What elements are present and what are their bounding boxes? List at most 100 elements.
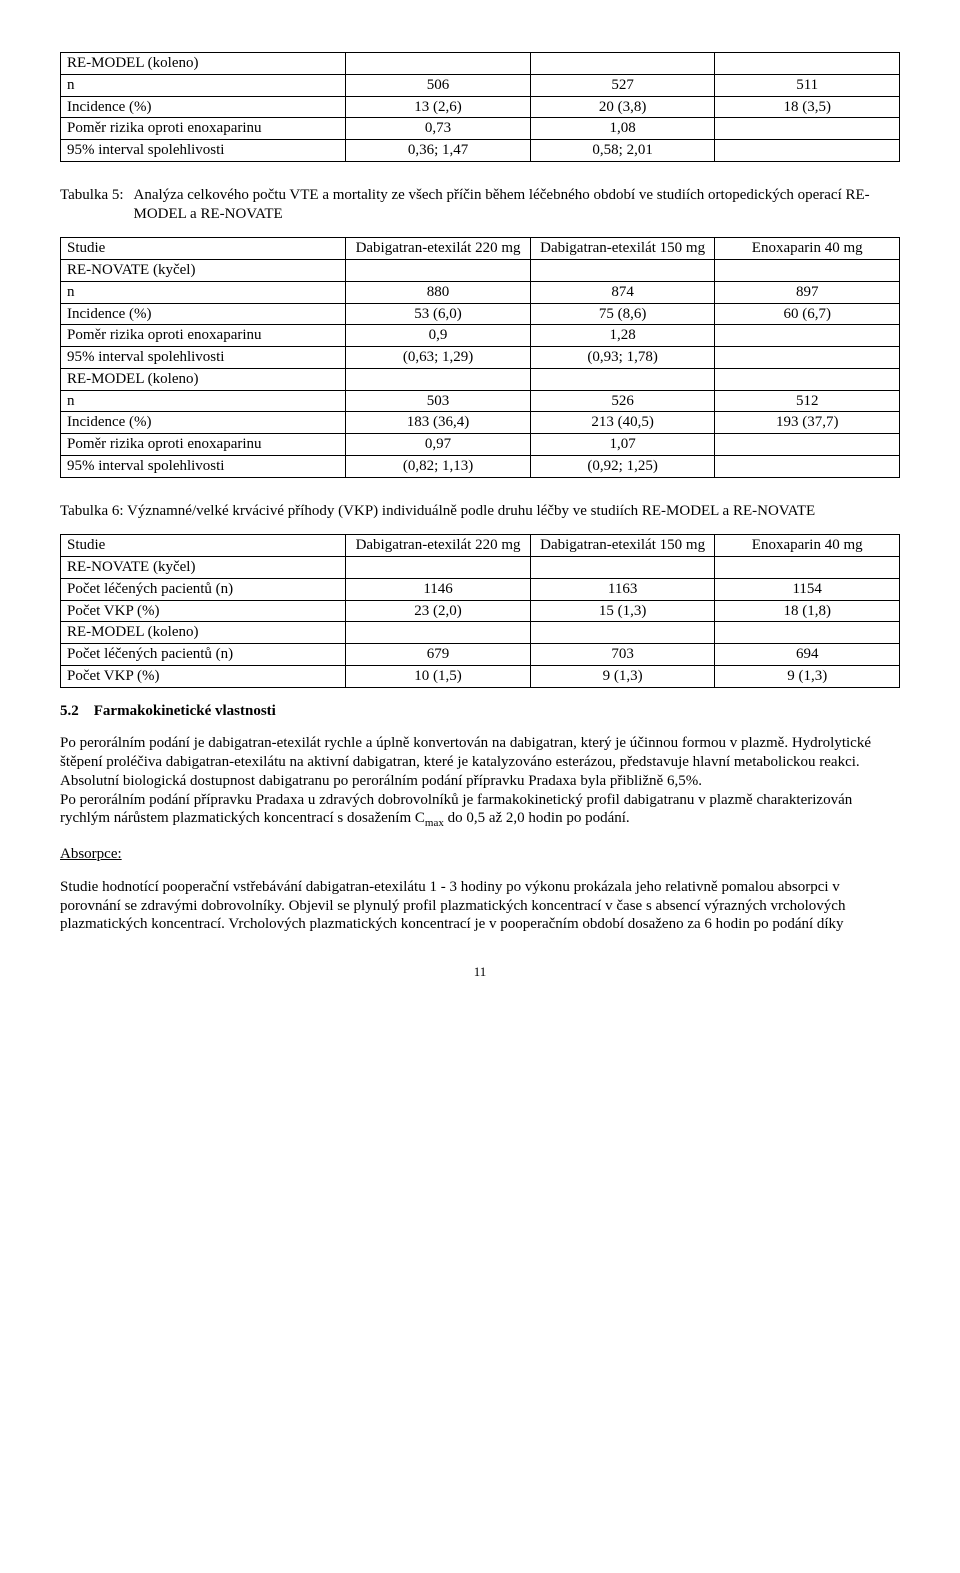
cell xyxy=(715,260,900,282)
row-label: Počet léčených pacientů (n) xyxy=(61,644,346,666)
table-row: RE-MODEL (koleno) xyxy=(61,53,900,75)
cell: 527 xyxy=(530,74,715,96)
cell: 13 (2,6) xyxy=(346,96,531,118)
table-row: RE-MODEL (koleno) xyxy=(61,368,900,390)
cell: 503 xyxy=(346,390,531,412)
cell xyxy=(530,260,715,282)
cell: 0,97 xyxy=(346,434,531,456)
table-head-row: Studie Dabigatran-etexilát 220 mg Dabiga… xyxy=(61,238,900,260)
cell: 183 (36,4) xyxy=(346,412,531,434)
table-row: 95% interval spolehlivosti 0,36; 1,47 0,… xyxy=(61,140,900,162)
table-5: Studie Dabigatran-etexilát 220 mg Dabiga… xyxy=(60,237,900,477)
table-row: Incidence (%)53 (6,0)75 (8,6)60 (6,7) xyxy=(61,303,900,325)
table-row: n503526512 xyxy=(61,390,900,412)
table-head-row: Studie Dabigatran-etexilát 220 mg Dabiga… xyxy=(61,535,900,557)
cell: 15 (1,3) xyxy=(530,600,715,622)
cell: 9 (1,3) xyxy=(530,665,715,687)
cell: (0,92; 1,25) xyxy=(530,455,715,477)
cell: 0,9 xyxy=(346,325,531,347)
section-5-2-heading: 5.2 Farmakokinetické vlastnosti xyxy=(60,702,900,721)
table-6: Studie Dabigatran-etexilát 220 mg Dabiga… xyxy=(60,534,900,687)
row-label: n xyxy=(61,281,346,303)
cell xyxy=(530,53,715,75)
table-row: Počet VKP (%)10 (1,5)9 (1,3)9 (1,3) xyxy=(61,665,900,687)
row-label: RE-MODEL (koleno) xyxy=(61,368,346,390)
cell: 512 xyxy=(715,390,900,412)
cell: 526 xyxy=(530,390,715,412)
cell: 506 xyxy=(346,74,531,96)
cell: 213 (40,5) xyxy=(530,412,715,434)
col-head: Enoxaparin 40 mg xyxy=(715,238,900,260)
cell xyxy=(346,368,531,390)
cell: 0,73 xyxy=(346,118,531,140)
row-label: Poměr rizika oproti enoxaparinu xyxy=(61,325,346,347)
col-head: Enoxaparin 40 mg xyxy=(715,535,900,557)
row-label: Poměr rizika oproti enoxaparinu xyxy=(61,118,346,140)
row-label: Počet VKP (%) xyxy=(61,600,346,622)
cell: 75 (8,6) xyxy=(530,303,715,325)
cell: (0,82; 1,13) xyxy=(346,455,531,477)
table-row: n880874897 xyxy=(61,281,900,303)
cell xyxy=(530,557,715,579)
table-row: Poměr rizika oproti enoxaparinu 0,73 1,0… xyxy=(61,118,900,140)
row-label: Počet VKP (%) xyxy=(61,665,346,687)
cell: (0,63; 1,29) xyxy=(346,347,531,369)
cell xyxy=(715,140,900,162)
table-row: Poměr rizika oproti enoxaparinu0,971,07 xyxy=(61,434,900,456)
cell xyxy=(715,325,900,347)
cell: 1163 xyxy=(530,578,715,600)
col-head: Studie xyxy=(61,535,346,557)
table-4-tail: RE-MODEL (koleno) n 506 527 511 Incidenc… xyxy=(60,52,900,162)
cell: 193 (37,7) xyxy=(715,412,900,434)
cell: 53 (6,0) xyxy=(346,303,531,325)
cell xyxy=(715,622,900,644)
cell xyxy=(530,622,715,644)
cell: 874 xyxy=(530,281,715,303)
cell xyxy=(715,53,900,75)
table-row: Poměr rizika oproti enoxaparinu0,91,28 xyxy=(61,325,900,347)
row-label: n xyxy=(61,74,346,96)
table5-caption: Tabulka 5: Analýza celkového počtu VTE a… xyxy=(60,186,900,224)
cell: 1146 xyxy=(346,578,531,600)
cell: 880 xyxy=(346,281,531,303)
cell: 9 (1,3) xyxy=(715,665,900,687)
row-label: RE-MODEL (koleno) xyxy=(61,622,346,644)
cell: 1,28 xyxy=(530,325,715,347)
table6-caption-text: Tabulka 6: Významné/velké krvácivé přího… xyxy=(60,503,815,519)
cell: (0,93; 1,78) xyxy=(530,347,715,369)
cell xyxy=(346,622,531,644)
cell: 60 (6,7) xyxy=(715,303,900,325)
cell xyxy=(346,557,531,579)
section-title: Farmakokinetické vlastnosti xyxy=(94,703,276,719)
cell xyxy=(715,434,900,456)
cell: 897 xyxy=(715,281,900,303)
paragraph-absorption: Studie hodnotící pooperační vstřebávání … xyxy=(60,878,900,934)
cell: 0,58; 2,01 xyxy=(530,140,715,162)
table-row: Počet léčených pacientů (n)114611631154 xyxy=(61,578,900,600)
cell xyxy=(715,455,900,477)
table-row: 95% interval spolehlivosti(0,63; 1,29)(0… xyxy=(61,347,900,369)
cell: 511 xyxy=(715,74,900,96)
cell xyxy=(715,118,900,140)
row-label: n xyxy=(61,390,346,412)
row-label: Incidence (%) xyxy=(61,303,346,325)
cell xyxy=(530,368,715,390)
absorption-heading: Absorpce: xyxy=(60,845,900,864)
table-row: 95% interval spolehlivosti(0,82; 1,13)(0… xyxy=(61,455,900,477)
body-text: do 0,5 až 2,0 hodin po podání. xyxy=(444,810,630,826)
table-row: Počet VKP (%)23 (2,0)15 (1,3)18 (1,8) xyxy=(61,600,900,622)
cell: 703 xyxy=(530,644,715,666)
table-row: RE-NOVATE (kyčel) xyxy=(61,260,900,282)
cell: 0,36; 1,47 xyxy=(346,140,531,162)
table6-caption: Tabulka 6: Významné/velké krvácivé přího… xyxy=(60,502,900,521)
cell xyxy=(715,557,900,579)
row-label: Poměr rizika oproti enoxaparinu xyxy=(61,434,346,456)
cell xyxy=(715,347,900,369)
cell: 23 (2,0) xyxy=(346,600,531,622)
table5-caption-text: Analýza celkového počtu VTE a mortality … xyxy=(134,186,900,224)
col-head: Studie xyxy=(61,238,346,260)
cell xyxy=(715,368,900,390)
cell: 679 xyxy=(346,644,531,666)
cell: 10 (1,5) xyxy=(346,665,531,687)
row-label: RE-NOVATE (kyčel) xyxy=(61,557,346,579)
